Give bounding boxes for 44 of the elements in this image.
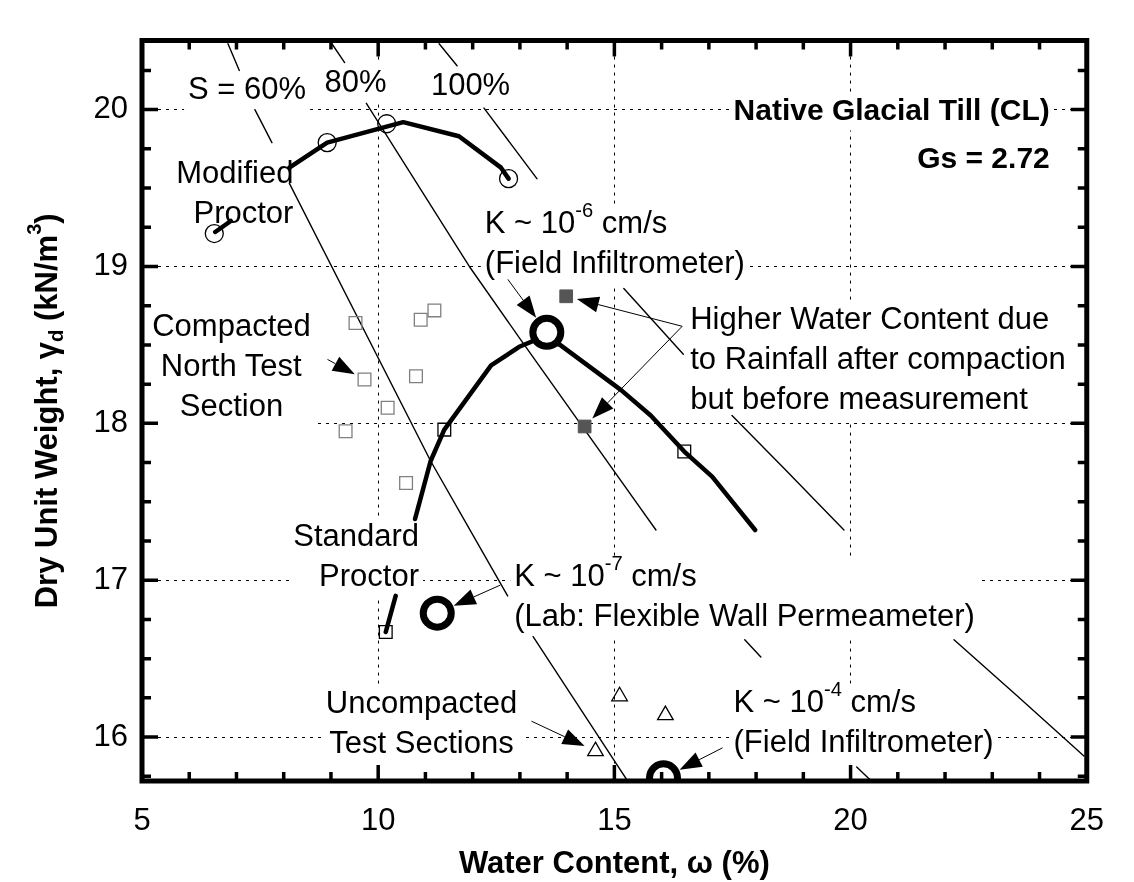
x-tick-label: 15 (597, 802, 632, 838)
point (611, 686, 629, 702)
x-tick-label: 10 (360, 802, 396, 838)
series-label: 80% (324, 63, 387, 99)
y-tick-label: 20 (93, 90, 128, 126)
y-tick-label: 16 (93, 717, 128, 753)
y-tick-label: 18 (93, 403, 128, 439)
series-label: Modified Proctor (176, 154, 294, 230)
point (204, 223, 224, 244)
series-label: 100% (430, 67, 511, 103)
annotation: Compacted North Test Section (152, 307, 311, 423)
point (437, 422, 452, 437)
x-tick-label: 20 (833, 802, 868, 838)
y-tick-label: 19 (93, 247, 128, 283)
y-axis-title: Dry Unit Weight, γd (kN/m3) (22, 213, 67, 609)
legend-label: S = 60% (188, 70, 307, 106)
point (529, 314, 565, 350)
point (399, 475, 414, 490)
annotation: Higher Water Content due to Rainfall after compaction but before measurement (690, 300, 1066, 416)
x-tick-label: 25 (1069, 802, 1104, 838)
point (380, 400, 395, 415)
point (559, 289, 574, 304)
text: Native Glacial Till (CL) (733, 92, 1050, 126)
x-tick-label: 5 (133, 802, 151, 838)
point (408, 369, 423, 384)
series-label: Standard Proctor (293, 518, 420, 594)
point (378, 624, 393, 639)
point (498, 168, 519, 189)
annotation: Uncompacted Test Sections (325, 684, 518, 760)
point (413, 312, 428, 327)
text: Gs = 2.72 (917, 140, 1050, 174)
point (419, 595, 455, 631)
point (677, 444, 692, 459)
x-axis-title: Water Content, ω (%) (458, 844, 770, 880)
point (377, 114, 397, 134)
y-tick-label: 17 (93, 560, 128, 596)
point (577, 419, 592, 434)
point (348, 315, 363, 330)
point (317, 132, 337, 153)
point (338, 424, 353, 439)
point (587, 741, 604, 757)
point (656, 705, 674, 721)
point (357, 372, 372, 387)
point (427, 303, 442, 318)
